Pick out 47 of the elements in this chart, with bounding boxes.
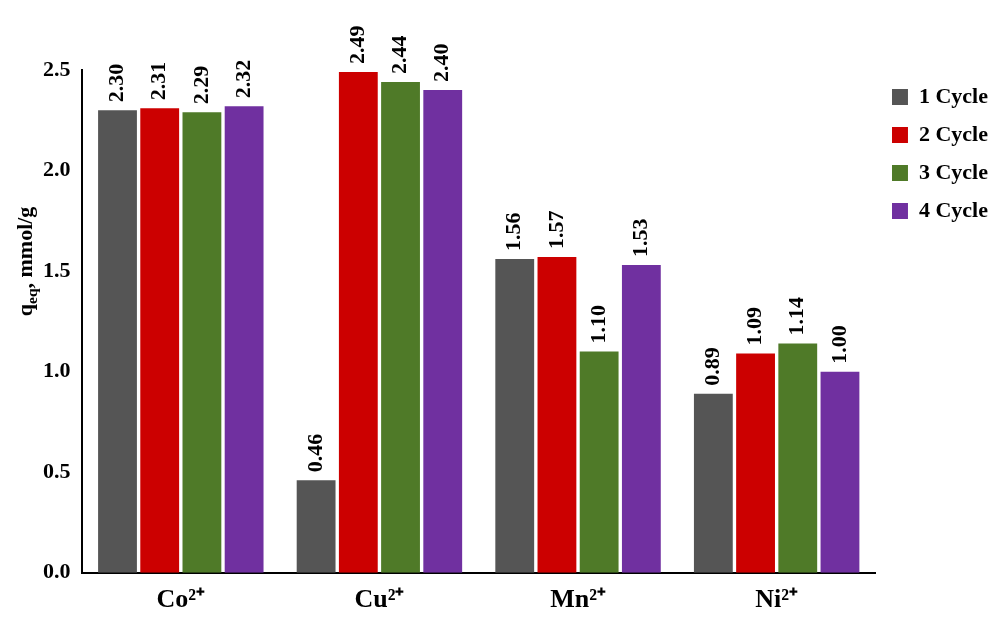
y-tick-label: 0.0 — [43, 558, 71, 584]
data-label: 1.53 — [627, 218, 653, 258]
bar — [224, 106, 264, 573]
bar — [495, 259, 535, 573]
data-label: 0.89 — [699, 347, 725, 386]
data-label: 2.40 — [428, 43, 454, 83]
data-label: 1.09 — [741, 307, 767, 346]
x-tick-label: Mn²⁺ — [550, 584, 606, 614]
bar — [736, 353, 775, 573]
data-label: 1.10 — [584, 305, 610, 344]
y-tick-label: 2.0 — [43, 156, 71, 182]
bar — [381, 82, 420, 573]
data-label: 1.00 — [825, 325, 851, 364]
data-label: 2.31 — [145, 61, 171, 101]
x-tick-label: Ni²⁺ — [755, 584, 799, 614]
data-label: 2.32 — [229, 59, 255, 99]
bar — [693, 393, 733, 573]
bar — [140, 108, 180, 573]
data-label: 1.14 — [783, 297, 809, 336]
y-tick-label: 1.0 — [43, 357, 71, 383]
data-label: 2.29 — [187, 65, 213, 105]
bar — [98, 110, 137, 573]
bar — [338, 72, 378, 573]
bar — [579, 351, 619, 573]
bar — [296, 480, 336, 573]
data-label: 1.57 — [542, 210, 568, 250]
legend-label: 2 Cycle — [918, 120, 989, 146]
x-tick-label: Cu²⁺ — [354, 584, 405, 614]
legend-label: 3 Cycle — [918, 158, 989, 184]
bar — [182, 112, 222, 573]
y-tick-label: 1.5 — [43, 256, 71, 282]
bar — [820, 371, 860, 573]
bar — [778, 343, 818, 573]
data-label: 2.49 — [344, 25, 370, 65]
bar — [537, 257, 577, 573]
data-label: 2.44 — [386, 35, 412, 75]
y-tick-label: 0.5 — [43, 457, 71, 483]
data-label: 2.30 — [103, 63, 129, 103]
legend-label: 1 Cycle — [918, 82, 989, 108]
data-label: 0.46 — [301, 433, 327, 473]
y-axis-title: qeq, mmol/g — [11, 206, 40, 317]
x-tick-label: Co²⁺ — [156, 584, 206, 614]
bar — [621, 265, 661, 573]
data-label: 1.56 — [500, 212, 526, 252]
bar — [423, 90, 463, 573]
y-tick-label: 2.5 — [43, 55, 71, 81]
legend-label: 4 Cycle — [918, 196, 989, 222]
